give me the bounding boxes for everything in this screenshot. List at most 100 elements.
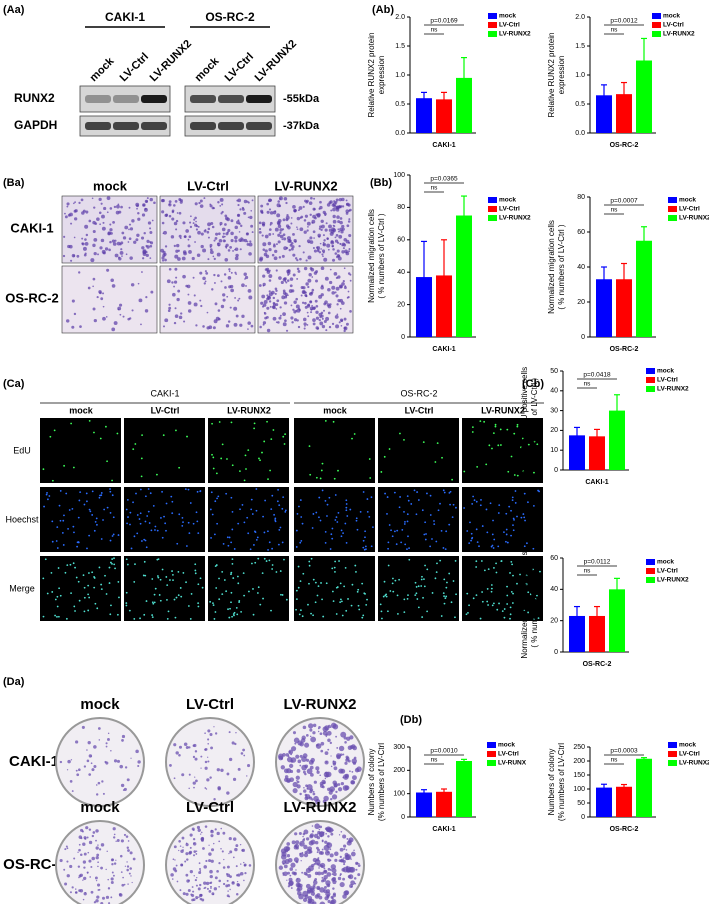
cell [189, 225, 193, 229]
cell [315, 213, 318, 216]
y-tick-label: 0 [401, 814, 405, 821]
colony [80, 828, 84, 832]
cell [320, 293, 324, 297]
nucleus [134, 443, 137, 445]
cell [131, 309, 134, 312]
colony [209, 874, 213, 879]
bar [436, 791, 452, 817]
cell [282, 228, 285, 231]
cell [109, 228, 113, 232]
ns-label: ns [584, 568, 592, 575]
colony [308, 796, 313, 800]
colony [308, 840, 314, 846]
nucleus [298, 505, 300, 508]
cell [323, 239, 326, 242]
colony [137, 760, 141, 764]
column-label: mock [323, 405, 348, 415]
nucleus [144, 495, 147, 498]
colony [299, 883, 303, 888]
cell [262, 284, 265, 287]
nucleus [424, 538, 427, 541]
nucleus [277, 543, 280, 546]
row-label: EdU [13, 445, 31, 455]
ns-label: ns [611, 757, 619, 764]
cell [177, 249, 180, 252]
nucleus [214, 565, 217, 567]
nucleus [56, 526, 59, 529]
colony [232, 856, 235, 859]
nucleus [487, 568, 490, 570]
colony [239, 871, 244, 876]
nucleus [311, 527, 314, 529]
colony [191, 886, 194, 888]
colony [80, 837, 83, 840]
cell [303, 327, 306, 330]
fluorescence-image [208, 556, 289, 621]
cell [303, 266, 308, 271]
cell [277, 200, 280, 203]
cell [174, 267, 178, 271]
legend-label: LV-RUNX2 [499, 215, 531, 222]
colony [101, 896, 105, 900]
nucleus [422, 441, 425, 444]
colony [213, 887, 218, 891]
nucleus [230, 496, 233, 499]
cell [281, 295, 286, 300]
nucleus [491, 533, 494, 536]
nucleus [251, 562, 253, 565]
colony [67, 759, 71, 764]
cell [167, 309, 171, 313]
colony [119, 854, 123, 858]
colony [92, 831, 96, 834]
cell [304, 214, 308, 218]
cell [246, 200, 249, 203]
nucleus [253, 422, 256, 425]
nucleus [512, 529, 515, 532]
cell [309, 240, 314, 244]
nucleus [510, 455, 513, 458]
cell [138, 298, 143, 303]
nucleus [103, 508, 106, 511]
colony [208, 844, 210, 846]
row-label: Hoechst [5, 514, 39, 524]
colony [107, 737, 110, 741]
cell [341, 282, 345, 286]
nucleus [537, 617, 540, 620]
colony [222, 882, 226, 886]
cell [265, 315, 269, 319]
nucleus [166, 618, 169, 620]
colony [218, 879, 222, 883]
colony [222, 831, 226, 835]
nucleus [178, 513, 181, 516]
colony [327, 899, 331, 904]
colony [170, 873, 174, 877]
colony [349, 770, 351, 773]
colony [83, 765, 87, 768]
colony [239, 844, 242, 846]
y-axis-label: Numbers of colony [547, 749, 556, 816]
colony [295, 754, 300, 759]
nucleus [212, 602, 214, 605]
colony [93, 745, 97, 749]
cell [265, 254, 270, 259]
nucleus [362, 539, 365, 542]
nucleus [87, 584, 90, 587]
nucleus [93, 577, 96, 579]
nucleus [486, 588, 489, 590]
nucleus [483, 569, 486, 572]
cell [241, 238, 245, 242]
colony [295, 877, 301, 883]
cell [200, 244, 204, 249]
cell [310, 311, 313, 314]
cell [331, 203, 335, 207]
colony [299, 764, 302, 767]
cell [343, 317, 347, 321]
colony [199, 883, 202, 887]
cell [346, 224, 350, 228]
cell [289, 284, 293, 288]
colony [307, 846, 313, 852]
cell [118, 257, 122, 261]
cell [299, 216, 302, 219]
nucleus [268, 559, 271, 562]
cell [332, 228, 337, 233]
